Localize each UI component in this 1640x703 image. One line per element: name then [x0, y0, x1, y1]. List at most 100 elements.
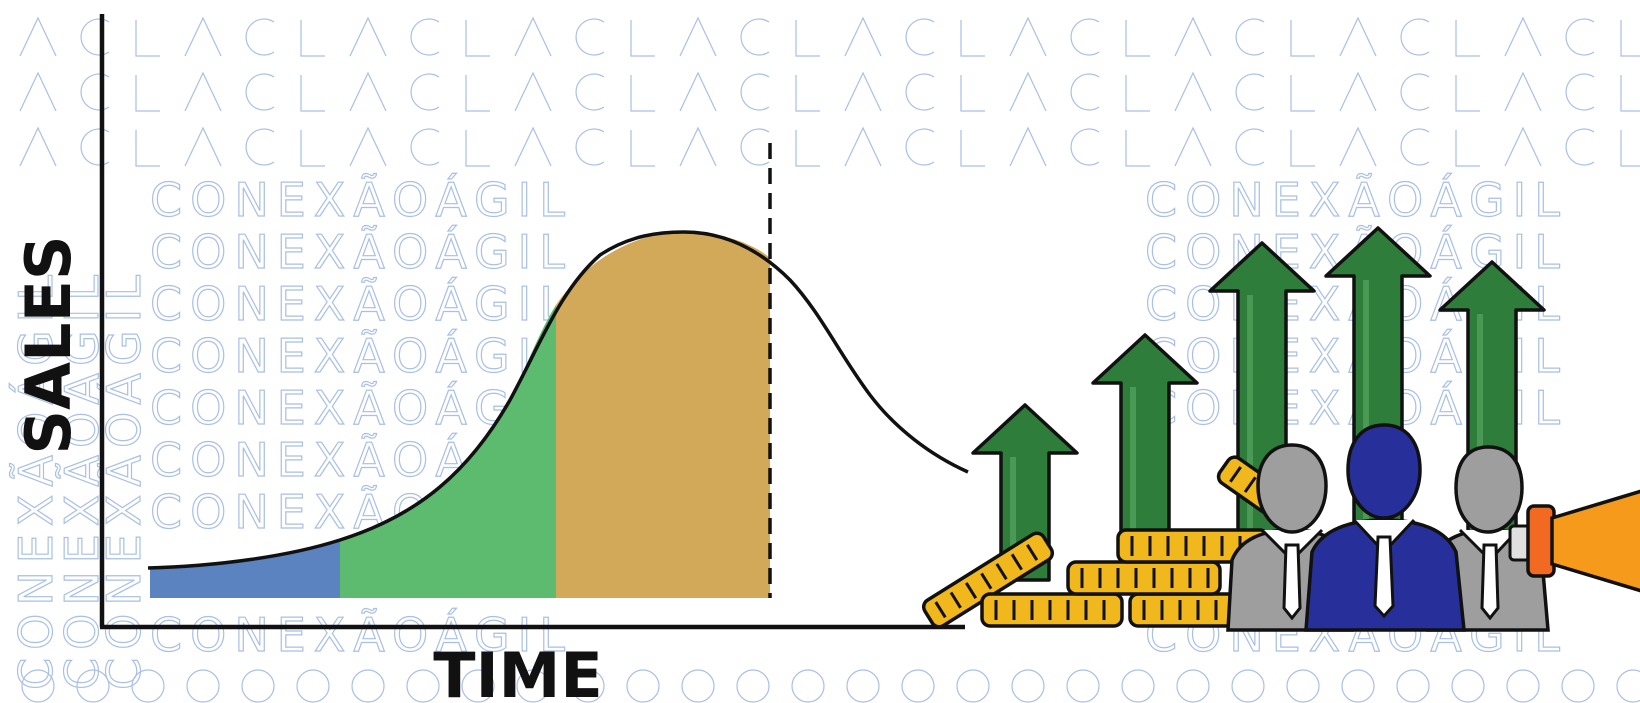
watermark-glyph: [1070, 73, 1100, 111]
watermark-row: CONEXÃOÁGIL: [150, 173, 573, 227]
watermark-glyph: [1174, 126, 1212, 167]
watermark-glyph: [791, 669, 825, 703]
watermark-glyph: [1290, 130, 1315, 167]
watermark-glyph: [960, 20, 985, 57]
watermark-glyph: [19, 16, 57, 57]
watermark-glyph: [679, 71, 717, 112]
watermark-glyph: [410, 73, 440, 111]
watermark-glyph: [1235, 18, 1265, 56]
watermark-glyph: [1174, 16, 1212, 57]
watermark-glyph: [795, 130, 820, 167]
stage-maturity-fill: [556, 232, 770, 598]
coin-stack: [921, 531, 1055, 629]
watermark-glyph: [1174, 71, 1212, 112]
watermark-glyph: [1504, 126, 1542, 167]
watermark-glyph: [679, 16, 717, 57]
watermark-glyph: [1339, 71, 1377, 112]
watermark-glyph: [349, 16, 387, 57]
watermark-glyph: [1620, 75, 1640, 112]
watermark-glyph: [514, 126, 552, 167]
watermark-glyph: [905, 128, 935, 166]
watermark-glyph: [186, 669, 220, 703]
watermark-glyph: [1290, 20, 1315, 57]
watermark-glyph: [1176, 669, 1210, 703]
watermark-glyph: [135, 20, 160, 57]
watermark-glyph: [1290, 75, 1315, 112]
watermark-glyph: [740, 18, 770, 56]
watermark-column: CONEXÃOÁGIL: [97, 267, 151, 690]
watermark-glyph: [1011, 669, 1045, 703]
growth-arrow: [1091, 333, 1199, 562]
watermark-glyph: [1009, 126, 1047, 167]
watermark-glyph: [131, 669, 165, 703]
watermark-glyph: [1070, 18, 1100, 56]
watermark-glyph: [905, 73, 935, 111]
watermark-glyph: [1455, 20, 1480, 57]
watermark-glyph: [1286, 669, 1320, 703]
watermark-shapes: [19, 16, 1640, 703]
watermark-glyph: [245, 73, 275, 111]
watermark-glyph: [76, 669, 110, 703]
watermark-glyph: [184, 71, 222, 112]
watermark-glyph: [846, 669, 880, 703]
watermark-glyph: [1565, 128, 1595, 166]
watermark-glyph: [1066, 669, 1100, 703]
watermark-glyph: [465, 20, 490, 57]
watermark-glyph: [1125, 20, 1150, 57]
watermark-glyph: [1235, 128, 1265, 166]
watermark-glyph: [241, 669, 275, 703]
watermark-glyph: [844, 126, 882, 167]
watermark-glyph: [80, 18, 110, 56]
watermark-glyph: [681, 669, 715, 703]
megaphone-icon: [1508, 489, 1640, 593]
watermark-glyph: [1616, 669, 1640, 703]
watermark-glyph: [1455, 130, 1480, 167]
watermark-glyph: [1341, 669, 1375, 703]
watermark-glyph: [245, 18, 275, 56]
watermark-glyph: [184, 126, 222, 167]
watermark-glyph: [630, 20, 655, 57]
watermark-glyph: [905, 18, 935, 56]
watermark-row: CONEXÃOÁGIL: [1145, 173, 1568, 227]
watermark-glyph: [80, 128, 110, 166]
watermark-glyph: [465, 130, 490, 167]
watermark-glyph: [184, 16, 222, 57]
watermark-glyph: [1400, 73, 1430, 111]
watermark-glyph: [21, 669, 55, 703]
watermark-column: CONEXÃOÁGIL: [9, 267, 63, 690]
watermark-glyph: [135, 75, 160, 112]
watermark-glyph: [1231, 669, 1265, 703]
sales-curve: [147, 230, 969, 570]
watermark-glyph: [1506, 669, 1540, 703]
watermark-glyph: [300, 20, 325, 57]
watermark-glyph: [740, 73, 770, 111]
watermark-glyph: [679, 126, 717, 167]
person-leader: [1304, 423, 1466, 632]
watermark-glyph: [514, 71, 552, 112]
watermark-glyph: [1339, 16, 1377, 57]
watermark-glyph: [901, 669, 935, 703]
watermark-glyph: [630, 130, 655, 167]
watermark-glyph: [465, 75, 490, 112]
watermark-glyph: [349, 71, 387, 112]
stage-introduction-fill: [150, 540, 340, 598]
watermark-glyph: [575, 18, 605, 56]
watermark-glyph: [80, 73, 110, 111]
watermark-glyph: [1504, 71, 1542, 112]
watermark-glyph: [1235, 73, 1265, 111]
watermark-glyph: [626, 669, 660, 703]
watermark-glyph: [575, 73, 605, 111]
watermark-glyph: [736, 669, 770, 703]
watermark-glyph: [1125, 75, 1150, 112]
watermark-glyph: [1620, 130, 1640, 167]
watermark-row: CONEXÃOÁGIL: [150, 277, 573, 331]
watermark-glyph: [300, 75, 325, 112]
watermark-row: CONEXÃOÁGIL: [150, 329, 573, 383]
watermark-glyph: [1009, 71, 1047, 112]
watermark-glyph: [960, 130, 985, 167]
watermark-glyph: [795, 75, 820, 112]
watermark-glyph: [844, 71, 882, 112]
watermark-glyph: [514, 16, 552, 57]
watermark-glyph: [571, 669, 605, 703]
